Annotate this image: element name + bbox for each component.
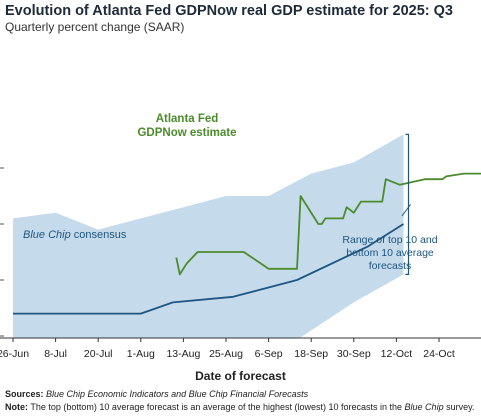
- consensus-label: Blue Chip consensus: [23, 229, 127, 241]
- x-tick-label-1-Aug: 1-Aug: [127, 348, 155, 360]
- x-tick-label-24-Oct: 24-Oct: [423, 348, 455, 360]
- consensus-label-part-1: Blue Chip: [23, 229, 71, 241]
- x-tick-label-26-Jun: 26-Jun: [0, 348, 29, 360]
- gdpnow-label-line-2: GDPNow estimate: [137, 127, 236, 139]
- range-leader-line: [401, 204, 411, 217]
- chart-subtitle: Quarterly percent change (SAAR): [5, 20, 185, 34]
- range-label-line-3: forecasts: [369, 260, 412, 272]
- x-tick-label-13-Aug: 13-Aug: [166, 348, 200, 360]
- note-line: Note: The top (bottom) 10 average foreca…: [5, 402, 474, 412]
- x-tick-label-20-Jul: 20-Jul: [84, 348, 113, 360]
- x-tick-label-18-Sep: 18-Sep: [294, 348, 328, 360]
- range-bracket: [405, 133, 410, 275]
- sources-line: Sources: Blue Chip Economic Indicators a…: [5, 389, 308, 399]
- note-italic: Blue Chip: [404, 402, 444, 412]
- sources-text: Blue Chip Economic Indicators and Blue C…: [43, 389, 309, 399]
- note-label: Note:: [5, 402, 28, 412]
- gdpnow-label-line-1: Atlanta Fed: [156, 113, 219, 125]
- note-text-1: The top (bottom) 10 average forecast is …: [28, 402, 405, 412]
- range-label-line-1: Range of top 10 and: [342, 234, 437, 246]
- note-text-2: survey.: [443, 402, 475, 412]
- x-axis-label: Date of forecast: [195, 369, 286, 383]
- range-band: [13, 134, 404, 338]
- sources-label: Sources:: [5, 389, 44, 399]
- range-label-line-2: bottom 10 average: [346, 247, 434, 259]
- chart-title: Evolution of Atlanta Fed GDPNow real GDP…: [5, 3, 453, 19]
- x-tick-label-12-Oct: 12-Oct: [381, 348, 413, 360]
- x-tick-label-25-Aug: 25-Aug: [209, 348, 243, 360]
- x-tick-label-6-Sep: 6-Sep: [255, 348, 283, 360]
- consensus-label-part-2: consensus: [71, 229, 127, 241]
- x-tick-label-8-Jul: 8-Jul: [44, 348, 67, 360]
- x-tick-label-30-Sep: 30-Sep: [337, 348, 371, 360]
- gdpnow-line: [175, 172, 481, 276]
- consensus-line: [13, 223, 404, 315]
